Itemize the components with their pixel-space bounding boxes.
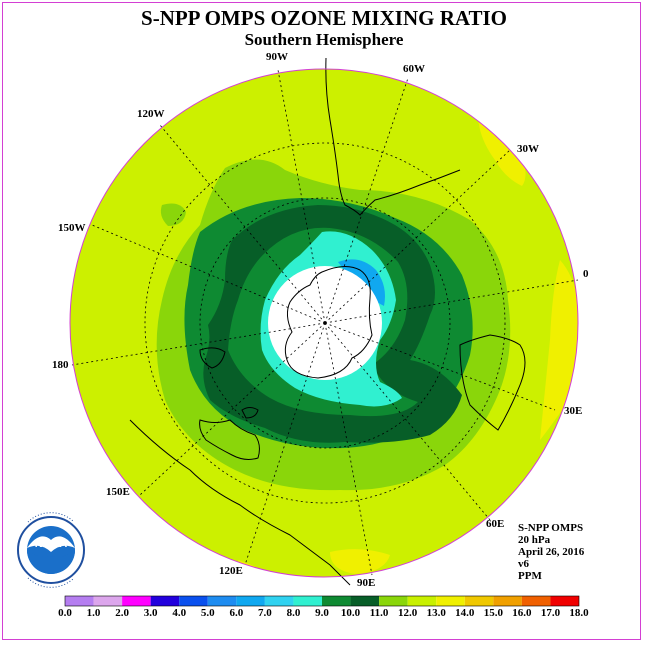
colorbar-swatch (436, 596, 465, 606)
south-pole-dot (323, 321, 327, 325)
coastline-south-america (325, 57, 461, 216)
colorbar-tick-label: 2.0 (115, 607, 129, 619)
lon-label-30e: 30E (564, 405, 583, 417)
meridian-30e (324, 322, 556, 411)
info-instrument: S-NPP OMPS (518, 522, 584, 534)
colorbar-swatch (379, 596, 408, 606)
lon-label-90w: 90W (266, 51, 288, 63)
yellow-patch-90e (330, 549, 390, 574)
colorbar-tick-label: 7.0 (258, 607, 272, 619)
latitude-circle-middle (199, 197, 451, 449)
colorbar-swatch (93, 596, 123, 606)
colorbar-tick-label: 3.0 (143, 607, 158, 619)
yellow-patch-0 (540, 260, 578, 440)
colorbar-swatch (207, 596, 237, 606)
colorbar-tick-label: 1.0 (86, 607, 101, 619)
meridian-150w (91, 224, 326, 324)
colorbar-tick-label: 14.0 (455, 607, 475, 619)
info-version: v6 (518, 558, 529, 570)
colorbar-swatch (407, 596, 437, 606)
noaa-logo (17, 512, 85, 588)
meridian-60w (324, 77, 409, 324)
noaa-logo-text: NOAA (35, 538, 67, 550)
lon-label-90e: 90E (357, 577, 376, 589)
lon-label-0: 0 (583, 268, 589, 280)
info-units: PPM (518, 570, 542, 582)
coastline-australia (199, 419, 260, 460)
colorbar-swatch (550, 596, 579, 606)
colorbar-tick-label: 8.0 (286, 607, 301, 619)
meridian-150e (139, 322, 326, 496)
colorbar-tick-label: 10.0 (340, 607, 361, 619)
lon-label-120e: 120E (219, 565, 243, 577)
graticule (71, 69, 579, 576)
chart-title: S-NPP OMPS OZONE MIXING RATIO (141, 6, 507, 30)
colorbar-swatch (65, 596, 94, 606)
coastline-new-zealand (199, 347, 226, 369)
colorbar-outline (64, 595, 580, 607)
colorbar-swatch (322, 596, 351, 606)
map-frame (2, 2, 641, 640)
latitude-circle-outer (144, 142, 506, 504)
colorbar-swatch (150, 596, 180, 606)
colorbar-swatch (264, 596, 294, 606)
coastline-africa (459, 334, 526, 431)
yellow-patch-30w (478, 118, 526, 186)
lon-label-60e: 60E (486, 518, 505, 530)
colorbar-tick-label: 12.0 (398, 607, 418, 619)
meridian-30w (324, 149, 511, 324)
lon-label-150w: 150W (58, 222, 86, 234)
colorbar-swatch (236, 596, 265, 606)
colorbar-swatch (293, 596, 322, 606)
colorbar-swatch (179, 596, 208, 606)
colorbar-tick-labels: 0.0 1.0 2.0 3.0 4.0 5.0 6.0 7.0 8.0 9.0 10.0 11.0 12… (0, 607, 648, 621)
colorbar-tick-label: 18.0 (569, 607, 589, 619)
info-date: April 26, 2016 (518, 546, 585, 558)
lon-label-150e: 150E (106, 486, 130, 498)
colorbar-tick-label: 13.0 (426, 607, 446, 619)
coastline-antarctica (284, 266, 373, 379)
colorbar-swatch (521, 596, 551, 606)
coastline-indonesia (129, 419, 351, 586)
colorbar-tick-label: 6.0 (229, 607, 244, 619)
colorbar-tick-label: 16.0 (512, 607, 532, 619)
colorbar-swatch (350, 596, 380, 606)
colorbar-tick-label: 11.0 (369, 607, 389, 619)
colorbar-tick-label: 15.0 (483, 607, 503, 619)
colorbar-tick-label: 5.0 (200, 607, 215, 619)
colorbar-tick-label: 4.0 (172, 607, 187, 619)
coastline-tasmania (241, 407, 259, 419)
lon-label-60w: 60W (403, 63, 425, 75)
contour-11ppm-cell (160, 203, 186, 226)
lon-label-30w: 30W (517, 143, 539, 155)
colorbar-swatch (464, 596, 494, 606)
colorbar-tick-label: 9.0 (315, 607, 329, 619)
colorbar (64, 595, 580, 607)
colorbar-swatch (493, 596, 522, 606)
chart-subtitle: Southern Hemisphere (244, 30, 404, 49)
info-block: S-NPP OMPS 20 hPa April 26, 2016 v6 PPM (518, 522, 584, 582)
lon-label-120w: 120W (137, 108, 165, 120)
colorbar-tick-label: 17.0 (540, 607, 561, 619)
colorbar-swatch (122, 596, 151, 606)
lon-label-180: 180 (52, 359, 69, 371)
coastlines (129, 57, 526, 586)
map-outline (69, 68, 579, 578)
info-level: 20 hPa (518, 534, 551, 546)
colorbar-tick-label: 0.0 (58, 607, 72, 619)
